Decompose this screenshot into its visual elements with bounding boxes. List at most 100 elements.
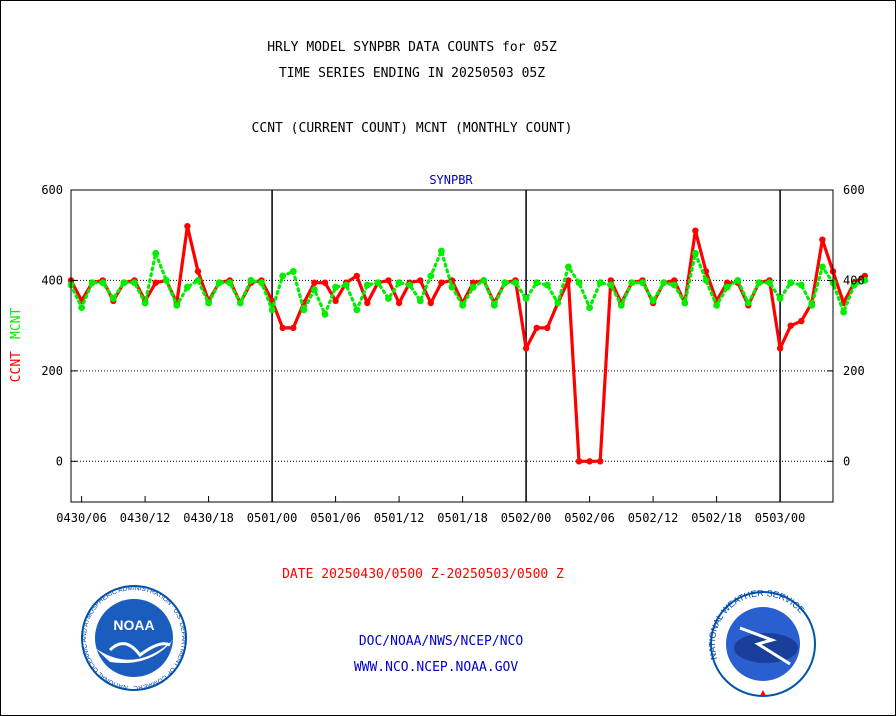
series-line-ccnt (69, 224, 867, 463)
chart-title-line-1: HRLY MODEL SYNPBR DATA COUNTS for 05Z (267, 40, 557, 55)
x-tick-label-7: 0502/00 (501, 511, 552, 525)
data-point-mcnt-30 (385, 295, 392, 302)
series-layer (67, 223, 869, 465)
x-tick-label-5: 0501/12 (374, 511, 425, 525)
data-point-mcnt-20 (279, 272, 287, 280)
data-point-ccnt-31 (395, 299, 403, 307)
data-point-ccnt-45 (544, 324, 551, 332)
y-axis-label: CCNT MCNT (9, 308, 24, 383)
data-point-mcnt-19 (268, 306, 276, 314)
data-point-ccnt-68 (787, 322, 794, 329)
y-tick-right-600: 600 (843, 183, 865, 197)
data-point-mcnt-75 (861, 277, 869, 284)
data-point-mcnt-24 (321, 310, 329, 318)
data-point-mcnt-34 (427, 272, 435, 280)
data-point-ccnt-33 (417, 277, 424, 284)
data-point-mcnt-2 (88, 279, 96, 287)
data-point-mcnt-49 (586, 304, 593, 311)
data-point-mcnt-46 (554, 299, 562, 307)
data-point-ccnt-57 (671, 277, 678, 284)
data-point-mcnt-36 (448, 283, 456, 291)
data-point-mcnt-41 (501, 279, 509, 287)
chart-title-line-2: TIME SERIES ENDING IN 20250503 05Z (279, 66, 545, 81)
data-point-mcnt-67 (776, 295, 784, 302)
data-point-ccnt-34 (427, 299, 434, 307)
data-point-ccnt-47 (565, 277, 572, 284)
data-point-ccnt-8 (152, 279, 159, 286)
x-tick-label-9: 0502/12 (628, 511, 679, 525)
data-point-mcnt-54 (639, 279, 646, 287)
data-point-mcnt-64 (744, 299, 752, 307)
data-point-mcnt-35 (438, 247, 445, 255)
data-point-mcnt-14 (215, 279, 223, 287)
y-axis-label-mcnt: MCNT (9, 308, 24, 339)
data-point-mcnt-40 (490, 301, 498, 309)
data-point-mcnt-12 (194, 277, 202, 284)
noaa-logo-icon: NOAA NATIONAL OCEANIC AND ATMOSPHERIC AD… (0, 0, 187, 691)
data-point-mcnt-6 (131, 279, 138, 287)
data-point-mcnt-13 (205, 299, 213, 307)
data-point-mcnt-58 (681, 299, 689, 307)
data-point-mcnt-27 (353, 306, 361, 314)
y-tick-right-200: 200 (843, 364, 865, 378)
data-point-mcnt-7 (141, 299, 149, 307)
data-point-mcnt-33 (416, 297, 424, 305)
data-point-ccnt-24 (321, 279, 329, 286)
data-point-mcnt-66 (766, 279, 773, 287)
panel-label: SYNPBR (429, 173, 473, 187)
data-point-mcnt-53 (628, 279, 636, 287)
data-point-mcnt-16 (236, 299, 244, 307)
chart-subtitle: CCNT (CURRENT COUNT) MCNT (MONTHLY COUNT… (252, 121, 573, 136)
data-point-mcnt-11 (184, 283, 191, 291)
data-point-ccnt-43 (522, 345, 530, 352)
data-point-mcnt-31 (395, 279, 403, 287)
data-point-mcnt-18 (258, 279, 265, 287)
data-point-mcnt-73 (840, 308, 847, 316)
data-point-mcnt-43 (522, 295, 530, 302)
x-axis-label: DATE 20250430/0500 Z-20250503/0500 Z (282, 567, 564, 582)
data-point-ccnt-44 (533, 324, 540, 332)
data-point-mcnt-52 (617, 301, 625, 309)
data-point-ccnt-23 (311, 279, 318, 286)
data-point-mcnt-70 (808, 301, 816, 309)
data-point-mcnt-71 (819, 263, 826, 271)
x-tick-label-0: 0430/06 (56, 511, 107, 525)
x-tick-label-2: 0430/18 (183, 511, 234, 525)
data-point-mcnt-69 (797, 281, 805, 289)
data-point-mcnt-8 (152, 249, 160, 257)
x-tick-label-3: 0501/00 (247, 511, 298, 525)
data-point-mcnt-55 (649, 297, 657, 305)
data-point-mcnt-68 (787, 279, 795, 287)
data-point-mcnt-42 (512, 279, 519, 287)
data-point-ccnt-71 (819, 236, 826, 243)
data-point-mcnt-4 (109, 295, 117, 302)
data-point-ccnt-28 (364, 299, 371, 307)
x-tick-label-8: 0502/06 (564, 511, 615, 525)
y-tick-right-0: 0 (843, 454, 850, 468)
data-point-ccnt-48 (575, 458, 583, 465)
data-point-ccnt-51 (607, 277, 614, 284)
x-tick-label-6: 0501/18 (437, 511, 488, 525)
data-point-mcnt-48 (575, 279, 583, 287)
plot-border (70, 189, 834, 503)
data-point-ccnt-35 (438, 279, 445, 286)
data-point-mcnt-50 (596, 279, 604, 287)
data-point-mcnt-51 (607, 281, 615, 289)
data-point-ccnt-25 (332, 297, 339, 304)
data-point-mcnt-17 (247, 277, 255, 284)
data-point-mcnt-59 (692, 249, 699, 257)
data-point-mcnt-28 (363, 281, 371, 289)
data-point-ccnt-11 (184, 223, 191, 230)
x-tick-label-11: 0503/00 (755, 511, 806, 525)
data-point-mcnt-32 (406, 281, 414, 289)
data-point-ccnt-67 (776, 345, 784, 352)
data-point-mcnt-57 (670, 281, 678, 289)
data-point-ccnt-59 (692, 227, 699, 234)
y-tick-right-400: 400 (843, 273, 865, 287)
data-point-mcnt-61 (713, 301, 720, 309)
data-point-mcnt-29 (374, 279, 382, 287)
data-point-mcnt-26 (342, 281, 350, 289)
data-point-mcnt-65 (755, 279, 763, 287)
data-point-mcnt-39 (480, 277, 488, 284)
